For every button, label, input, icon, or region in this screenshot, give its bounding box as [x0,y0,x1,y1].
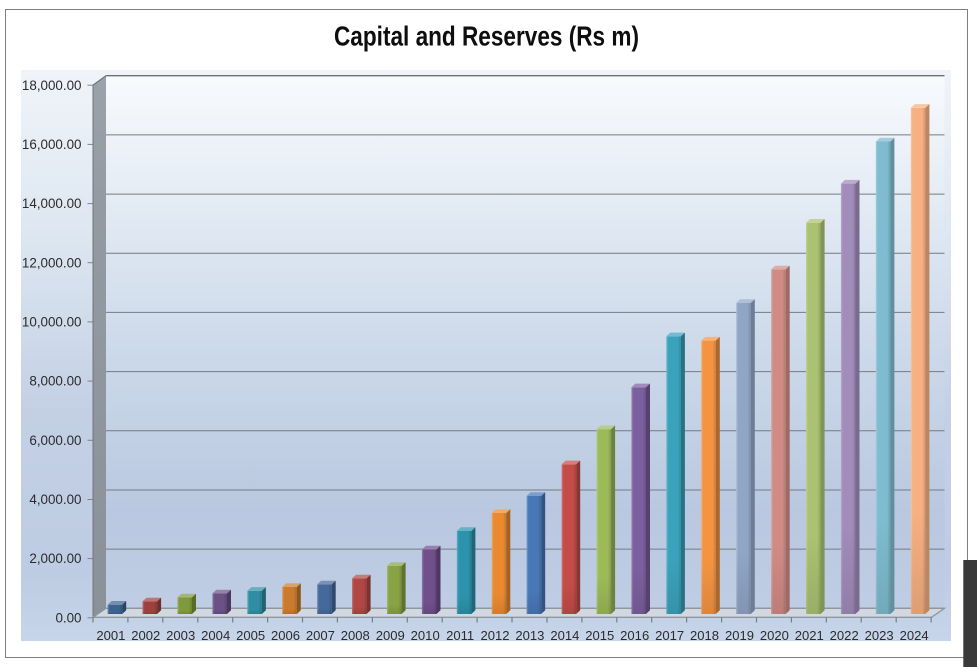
svg-text:2009: 2009 [376,628,405,643]
svg-text:2002: 2002 [131,628,160,643]
svg-text:2012: 2012 [480,628,509,643]
svg-text:16,000.00: 16,000.00 [22,137,82,152]
svg-text:2018: 2018 [690,628,719,643]
svg-text:2019: 2019 [725,628,754,643]
svg-text:2007: 2007 [306,628,335,643]
svg-text:6,000.00: 6,000.00 [29,433,81,448]
svg-text:8,000.00: 8,000.00 [29,374,81,389]
svg-text:2006: 2006 [271,628,300,643]
svg-text:2003: 2003 [166,628,195,643]
svg-text:2,000.00: 2,000.00 [29,551,81,566]
svg-text:2015: 2015 [585,628,614,643]
svg-text:0.00: 0.00 [55,610,81,625]
svg-text:2021: 2021 [795,628,824,643]
svg-text:2013: 2013 [515,628,544,643]
svg-text:4,000.00: 4,000.00 [29,492,81,507]
svg-text:2016: 2016 [620,628,649,643]
svg-text:2024: 2024 [900,628,929,643]
svg-text:2011: 2011 [446,628,474,643]
svg-text:18,000.00: 18,000.00 [22,78,82,93]
svg-text:2005: 2005 [236,628,265,643]
svg-text:12,000.00: 12,000.00 [22,255,82,270]
svg-text:2014: 2014 [550,628,579,643]
svg-text:2022: 2022 [830,628,859,643]
svg-text:2010: 2010 [411,628,440,643]
svg-text:2008: 2008 [341,628,370,643]
svg-text:10,000.00: 10,000.00 [22,315,82,330]
svg-text:2020: 2020 [760,628,789,643]
svg-text:2001: 2001 [96,628,125,643]
svg-text:Capital and Reserves (Rs m): Capital and Reserves (Rs m) [334,21,639,52]
svg-text:2004: 2004 [201,628,230,643]
svg-text:2017: 2017 [655,628,684,643]
svg-text:2023: 2023 [865,628,894,643]
svg-text:14,000.00: 14,000.00 [22,196,82,211]
